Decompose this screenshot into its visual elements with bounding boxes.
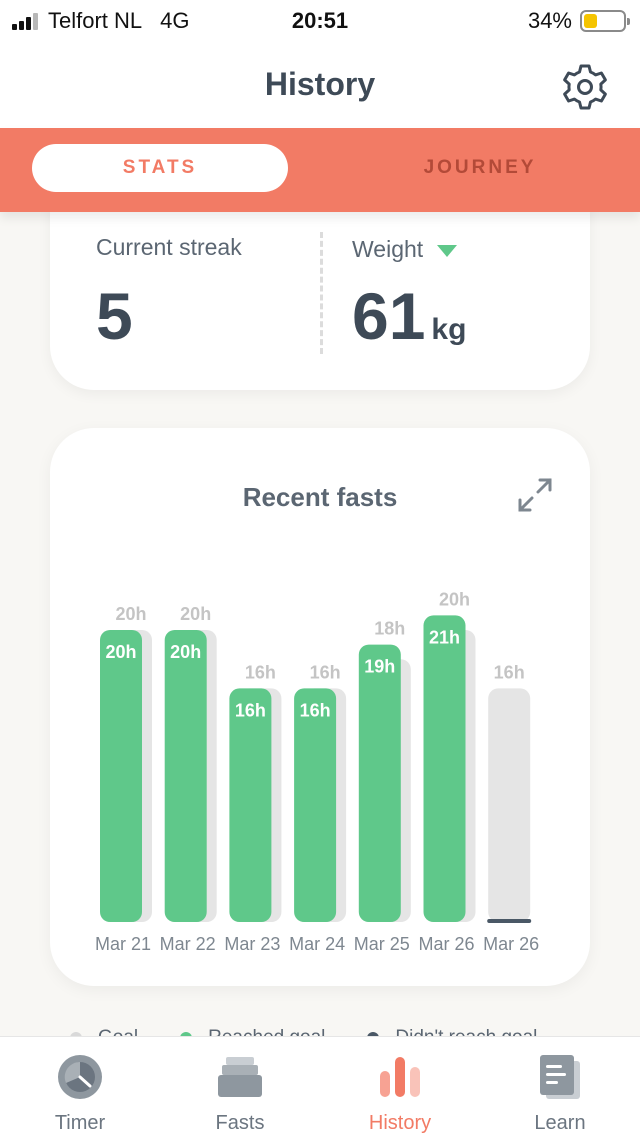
history-icon [380,1057,420,1097]
category-label: Mar 24 [289,934,345,954]
weight-label-row[interactable]: Weight [352,236,458,263]
actual-label: 20h [105,642,136,662]
nav-item-learn[interactable]: Learn [480,1037,640,1136]
bar-chart: 20h 20h Mar 21 20h 20h Mar 22 16h 16h Mar 23 16h 1… [95,589,539,954]
category-label: Mar 26 [483,934,539,954]
goal-label: 16h [494,662,525,682]
actual-label: 19h [364,657,395,677]
timer-icon [58,1055,102,1099]
nav-label-history: History [368,1112,432,1134]
goal-label: 16h [310,662,341,682]
goal-label: 20h [180,604,211,624]
learn-icon [540,1055,580,1099]
recent-fasts-card: Recent fasts 20h 20h Mar 21 20h 20h Mar 22 16h… [50,428,590,986]
weight-value-row: 61 kg [352,278,466,354]
gear-icon[interactable] [560,62,610,112]
reached-bar [423,615,466,922]
nav-label-learn: Learn [534,1112,586,1134]
status-time: 20:51 [291,8,349,33]
chart-title: Recent fasts [242,482,398,512]
actual-label: 20h [170,642,201,662]
reached-bar [164,630,207,922]
category-label: Mar 25 [354,934,410,954]
tab-journey[interactable]: JOURNEY [423,157,537,178]
fasts-icon [218,1057,262,1097]
goal-label: 18h [374,619,405,639]
weight-label: Weight [352,236,424,262]
network-type: 4G [160,8,190,33]
nav-label-timer: Timer [54,1112,106,1134]
category-label: Mar 21 [95,934,151,954]
battery-percent: 34% [527,8,572,33]
reached-bar [100,630,142,922]
actual-label: 16h [300,700,331,720]
nav-item-fasts[interactable]: Fasts [160,1037,320,1136]
category-label: Mar 26 [418,934,474,954]
triangle-down-icon [437,244,458,257]
goal-label: 16h [245,662,276,682]
goal-label: 20h [439,589,470,609]
reached-bar [229,688,272,922]
weight-unit: kg [431,313,467,346]
header: History [0,44,640,128]
battery-level [584,14,597,28]
tab-stats[interactable]: STATS [32,144,288,192]
actual-label: 21h [429,627,460,647]
carrier-name: Telfort NL [48,8,143,33]
segmented-tabs: STATS JOURNEY [0,128,640,212]
stats-divider [320,232,323,354]
category-label: Mar 23 [224,934,280,954]
current-streak-value: 5 [96,279,133,353]
signal-strength-icon [12,12,40,30]
actual-label: 16h [235,700,266,720]
nav-item-history[interactable]: History [320,1037,480,1136]
bottom-nav: Timer Fasts History Learn [0,1036,640,1136]
category-label: Mar 22 [160,934,216,954]
current-fast-bar [487,919,532,923]
nav-item-timer[interactable]: Timer [0,1037,160,1136]
goal-label: 20h [115,604,146,624]
goal-bar [488,688,531,922]
reached-bar [358,644,401,922]
nav-label-fasts: Fasts [215,1112,265,1134]
status-right: 34% [527,8,630,34]
status-bar: Telfort NL 4G 20:51 34% [0,0,640,44]
status-left: Telfort NL 4G [12,8,190,34]
expand-icon[interactable] [516,476,554,514]
current-streak-label: Current streak [96,234,242,260]
page-title: History [264,66,376,102]
weight-value: 61 [352,279,426,353]
battery-icon [580,10,630,32]
reached-bar [294,688,337,922]
